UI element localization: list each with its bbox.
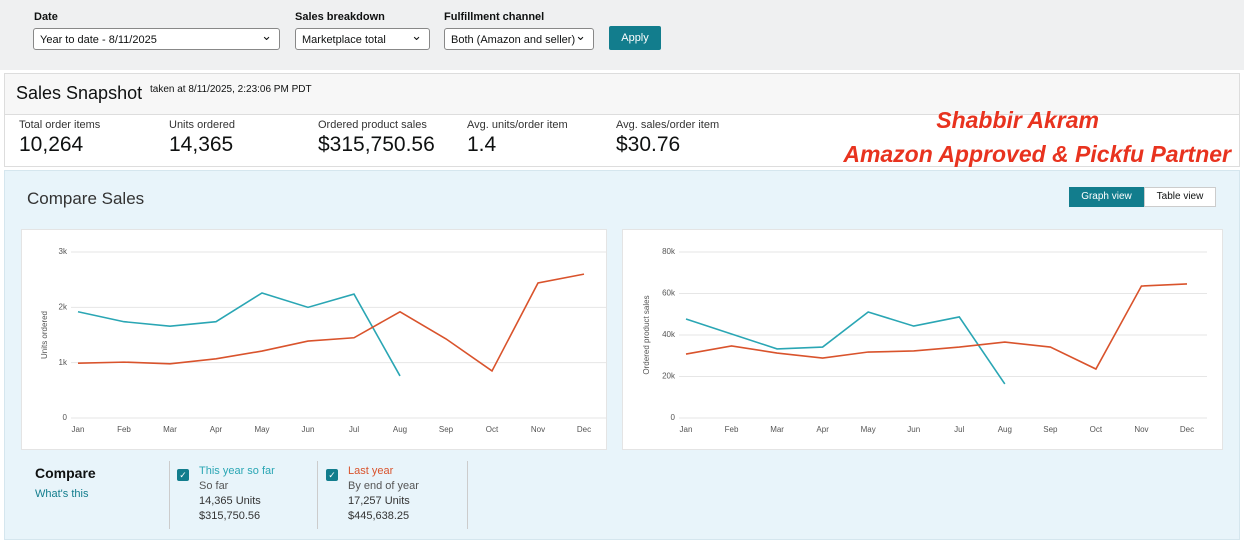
divider: [467, 461, 468, 529]
y-tick-label: 60k: [662, 289, 676, 298]
table-view-button[interactable]: Table view: [1144, 187, 1216, 207]
legend-label: Last year: [348, 465, 394, 477]
snapshot-title: Sales Snapshot: [16, 83, 143, 103]
y-tick-label: 40k: [662, 330, 676, 339]
metric-label: Total order items: [19, 119, 101, 131]
legend-title: Compare: [35, 465, 96, 481]
series-line: [77, 273, 585, 373]
x-tick-label: Sep: [439, 425, 454, 434]
x-tick-label: Apr: [816, 425, 829, 434]
watermark: Shabbir Akram: [936, 107, 1099, 133]
x-tick-label: Aug: [393, 425, 407, 434]
x-tick-label: Jan: [72, 425, 85, 434]
x-tick-label: Dec: [1180, 425, 1194, 434]
y-tick-label: 20k: [662, 372, 676, 381]
y-axis-title: Units ordered: [40, 311, 49, 359]
filter-label: Fulfillment channel: [444, 11, 545, 23]
metric-value: 14,365: [169, 133, 234, 156]
x-tick-label: Nov: [1134, 425, 1148, 434]
legend-sales: $445,638.25: [348, 510, 410, 522]
x-tick-label: Jan: [680, 425, 693, 434]
x-tick-label: Jun: [302, 425, 315, 434]
snapshot-time: taken at 8/11/2025, 2:23:06 PM PDT: [150, 84, 312, 95]
legend-units: 17,257 Units: [348, 495, 410, 507]
filter-bar: Date Year to date - 8/11/2025 Sales brea…: [0, 0, 1244, 70]
metric-value: $30.76: [616, 133, 681, 156]
y-tick-label: 0: [63, 413, 68, 422]
sales-snapshot: Sales Snapshot taken at 8/11/2025, 2:23:…: [4, 73, 1240, 167]
metric-label: Avg. sales/order item: [616, 119, 720, 131]
divider: [169, 461, 170, 529]
breakdown-select[interactable]: Marketplace total: [295, 25, 430, 50]
x-tick-label: Mar: [163, 425, 177, 434]
legend-sales: $315,750.56: [199, 510, 261, 522]
legend-period: So far: [199, 480, 229, 492]
whats-this-link[interactable]: What's this: [35, 488, 89, 500]
divider: [317, 461, 318, 529]
apply-button[interactable]: Apply: [609, 26, 661, 50]
x-tick-label: Apr: [210, 425, 223, 434]
x-tick-label: Jul: [954, 425, 964, 434]
chart: 0 20k 40k 60k 80k Ordered product sales Jan Feb…: [642, 247, 1207, 434]
x-tick-label: Dec: [577, 425, 591, 434]
compare-title: Compare Sales: [27, 189, 145, 208]
metric-value: $315,750.56: [318, 133, 435, 156]
legend-period: By end of year: [348, 480, 419, 492]
legend-units: 14,365 Units: [199, 495, 261, 507]
x-tick-label: Oct: [486, 425, 499, 434]
x-tick-label: May: [861, 425, 876, 434]
date-select[interactable]: Year to date - 8/11/2025: [33, 25, 280, 50]
series-line: [77, 292, 401, 377]
x-tick-label: Nov: [531, 425, 545, 434]
y-tick-label: 1k: [59, 358, 68, 367]
x-tick-label: Feb: [725, 425, 739, 434]
chart-box: 0 20k 40k 60k 80k Ordered product sales Jan Feb…: [622, 229, 1223, 450]
metric-label: Avg. units/order item: [467, 119, 568, 131]
metric-value: 10,264: [19, 133, 84, 156]
y-tick-label: 80k: [662, 247, 676, 256]
metric-value: 1.4: [467, 133, 497, 156]
x-tick-label: Jul: [349, 425, 359, 434]
watermark: Amazon Approved & Pickfu Partner: [843, 141, 1231, 167]
metric-label: Ordered product sales: [318, 119, 427, 131]
x-tick-label: Mar: [770, 425, 784, 434]
series-line: [685, 311, 1006, 385]
legend-checkbox[interactable]: ✓: [177, 469, 189, 481]
x-tick-label: Aug: [998, 425, 1012, 434]
x-tick-label: Sep: [1043, 425, 1058, 434]
y-tick-label: 3k: [59, 247, 68, 256]
graph-view-button[interactable]: Graph view: [1069, 187, 1144, 207]
channel-select[interactable]: Both (Amazon and seller): [444, 25, 594, 50]
x-tick-label: May: [254, 425, 269, 434]
chart: 0 1k 2k 3k Units ordered Jan Feb Mar Apr May Jun Ju…: [40, 247, 606, 434]
y-tick-label: 2k: [59, 302, 68, 311]
metric-label: Units ordered: [169, 119, 236, 131]
x-tick-label: Feb: [117, 425, 131, 434]
filter-label: Date: [34, 11, 58, 23]
x-tick-label: Jun: [907, 425, 920, 434]
legend-label: This year so far: [199, 465, 275, 477]
filter-label: Sales breakdown: [295, 11, 385, 23]
snapshot-header: Sales Snapshot taken at 8/11/2025, 2:23:…: [5, 74, 1239, 115]
y-tick-label: 0: [671, 413, 676, 422]
y-axis-title: Ordered product sales: [642, 295, 651, 374]
legend-checkbox[interactable]: ✓: [326, 469, 338, 481]
chart-box: 0 1k 2k 3k Units ordered Jan Feb Mar Apr May Jun Ju…: [21, 229, 607, 450]
series-line: [685, 283, 1188, 371]
x-tick-label: Oct: [1090, 425, 1103, 434]
